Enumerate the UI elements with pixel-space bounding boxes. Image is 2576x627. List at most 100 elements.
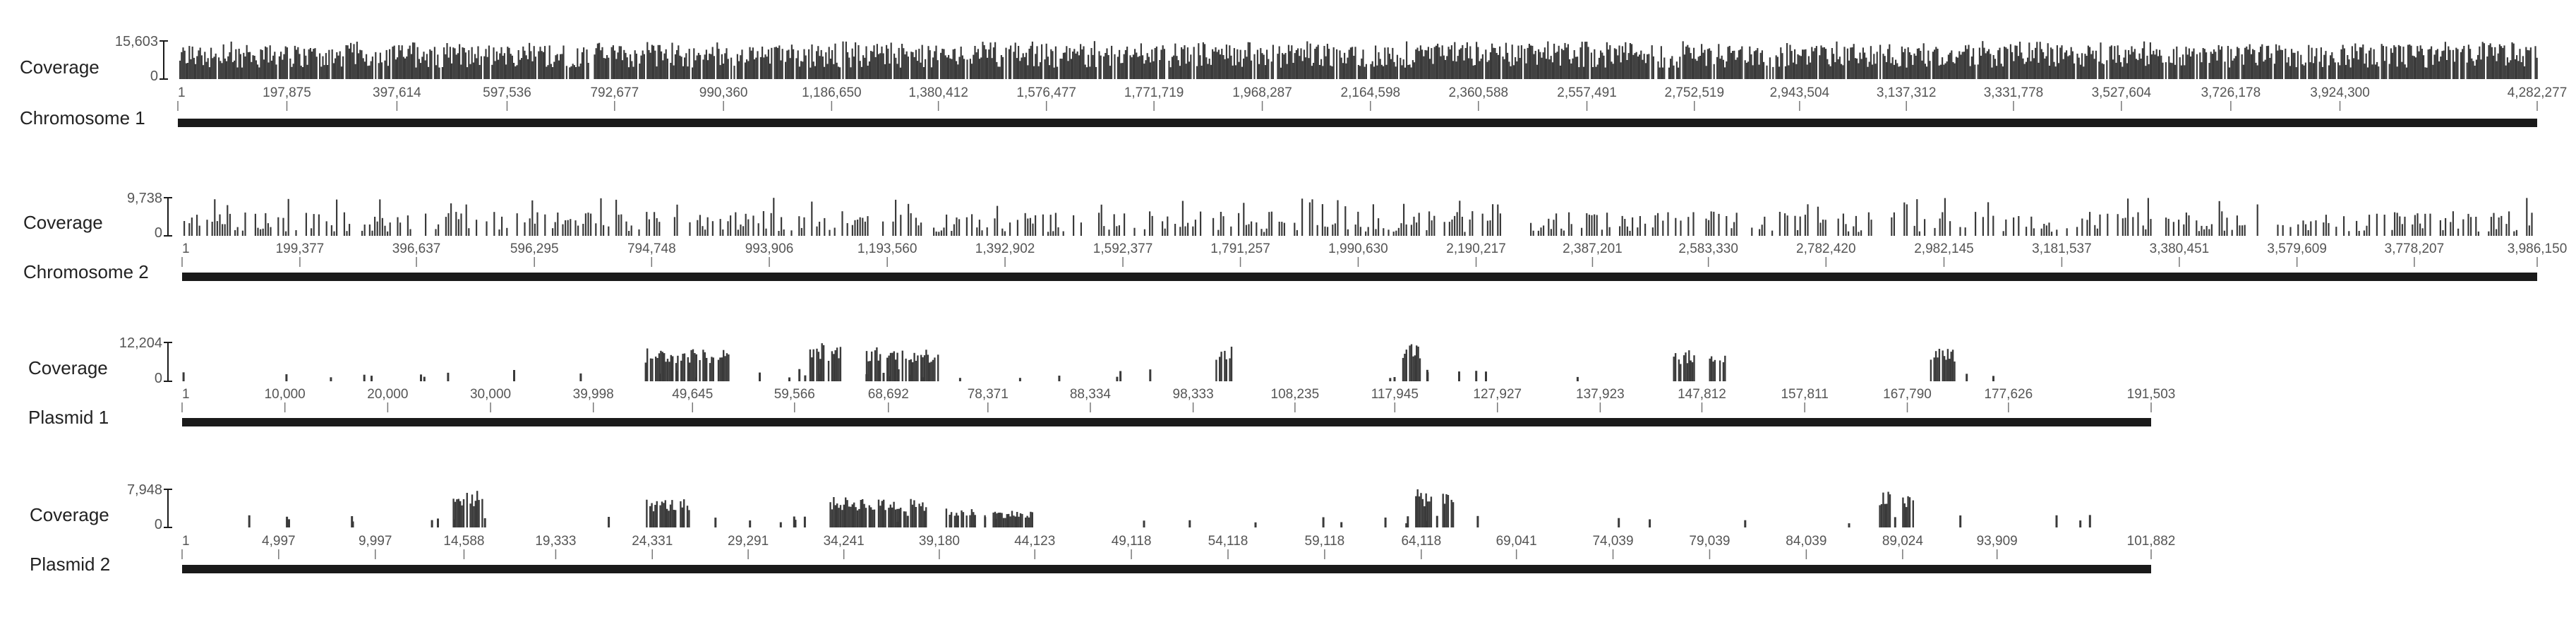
coverage-bar [874,56,877,79]
coverage-bar [1674,353,1677,381]
coverage-bar [2325,51,2327,79]
coverage-bar [1582,66,1584,79]
coverage-bar [1283,222,1285,236]
coverage-bar [1266,49,1268,79]
coverage-bar [1415,49,1417,79]
coverage-bar [503,53,505,79]
coverage-bar [910,213,912,236]
coverage-bar [1874,64,1877,79]
coverage-bar [2348,231,2350,236]
coverage-bar [1654,215,1656,236]
coverage-bar [961,55,963,79]
coverage-bar [241,67,243,79]
coverage-bar [1424,49,1426,79]
coverage-bar [859,61,861,79]
coverage-bar [1014,42,1016,79]
coverage-max-label: 9,738 [127,191,162,206]
coverage-bar [2255,62,2257,79]
coverage-bar [2330,55,2332,79]
coverage-bar [525,55,527,79]
coverage-bar [1461,217,1463,236]
coverage-bar [1440,56,1442,79]
coverage-bar [1657,61,1659,79]
coverage-bar [1181,47,1183,79]
coverage-bar [1359,227,1361,236]
coverage-bar [1667,212,1669,236]
coverage-bar [798,66,800,79]
coverage-bar [2053,61,2055,79]
coverage-bar [1716,56,1719,79]
coverage-bar [635,54,637,79]
coverage-bar [2217,44,2220,79]
coverage-bar [833,354,835,381]
coverage-bar [1959,515,1962,527]
coverage-bar [2300,54,2302,79]
coverage-bar [946,57,948,79]
coverage-bar [860,500,862,527]
coverage-bar [879,506,881,527]
coverage-bar [2275,44,2277,79]
coverage-bar [1085,67,1088,79]
coverage-bar [1621,46,1623,79]
coverage-bar [1260,48,1262,79]
coverage-bar [1354,225,1356,236]
coverage-bar [2133,49,2136,79]
coverage-bar [2110,45,2112,79]
coverage-bar [524,222,526,236]
coverage-bar [2031,49,2033,79]
coverage-bar [1167,216,1169,236]
coverage-bar [1134,49,1136,79]
coverage-bar [604,58,606,79]
coverage-bar [958,378,961,381]
coverage-bar [2143,41,2145,79]
coverage-bar [1532,230,1534,236]
coverage-bar [1089,66,1091,79]
coverage-bar [1908,52,1910,79]
coverage-bar [2081,53,2083,79]
coverage-bar [284,46,287,79]
coverage-bar [1182,49,1184,79]
coverage-bar [212,58,214,79]
coverage-bar [1196,66,1198,79]
coverage-bar [1387,47,1389,79]
coverage-bar [868,505,870,527]
coverage-bar [1323,46,1325,79]
tick-label: 20,000 [367,387,408,402]
coverage-bar [1187,222,1189,236]
coverage-bar [1421,49,1424,79]
coverage-bar [1385,64,1388,79]
tick-label: 93,909 [1977,534,2018,549]
coverage-bar [1721,55,1723,79]
coverage-bar [452,498,455,527]
coverage-bar [1417,346,1419,381]
coverage-bar [1393,377,1396,381]
coverage-bar [1212,49,1214,79]
coverage-bar [857,45,860,79]
coverage-bar [1120,63,1122,79]
tick-label: 3,924,300 [2310,85,2370,100]
coverage-bar [1035,54,1037,79]
coverage-bar [1052,51,1054,79]
coverage-bar [1443,503,1446,527]
coverage-bar [1347,57,1349,79]
coverage-bar [1824,220,1826,236]
coverage-bar [658,353,661,381]
coverage-bar [2401,61,2403,79]
coverage-bar [1431,48,1433,79]
coverage-bar [1317,44,1319,79]
coverage-bar [1794,49,1796,79]
coverage-bar [424,60,426,79]
coverage-bar [1162,45,1164,79]
coverage-bar [1833,54,1835,79]
tick-label: 79,039 [1689,534,1730,549]
coverage-bar [1031,41,1033,79]
coverage-bar [213,56,215,79]
coverage-bar [2488,231,2490,236]
coverage-bar [1116,376,1119,381]
coverage-bar [2269,58,2271,79]
coverage-bar [1002,518,1005,527]
coverage-label: Coverage [28,357,108,378]
coverage-bar [2393,45,2395,79]
coverage-bar [260,229,262,236]
coverage-bar [1292,63,1294,79]
